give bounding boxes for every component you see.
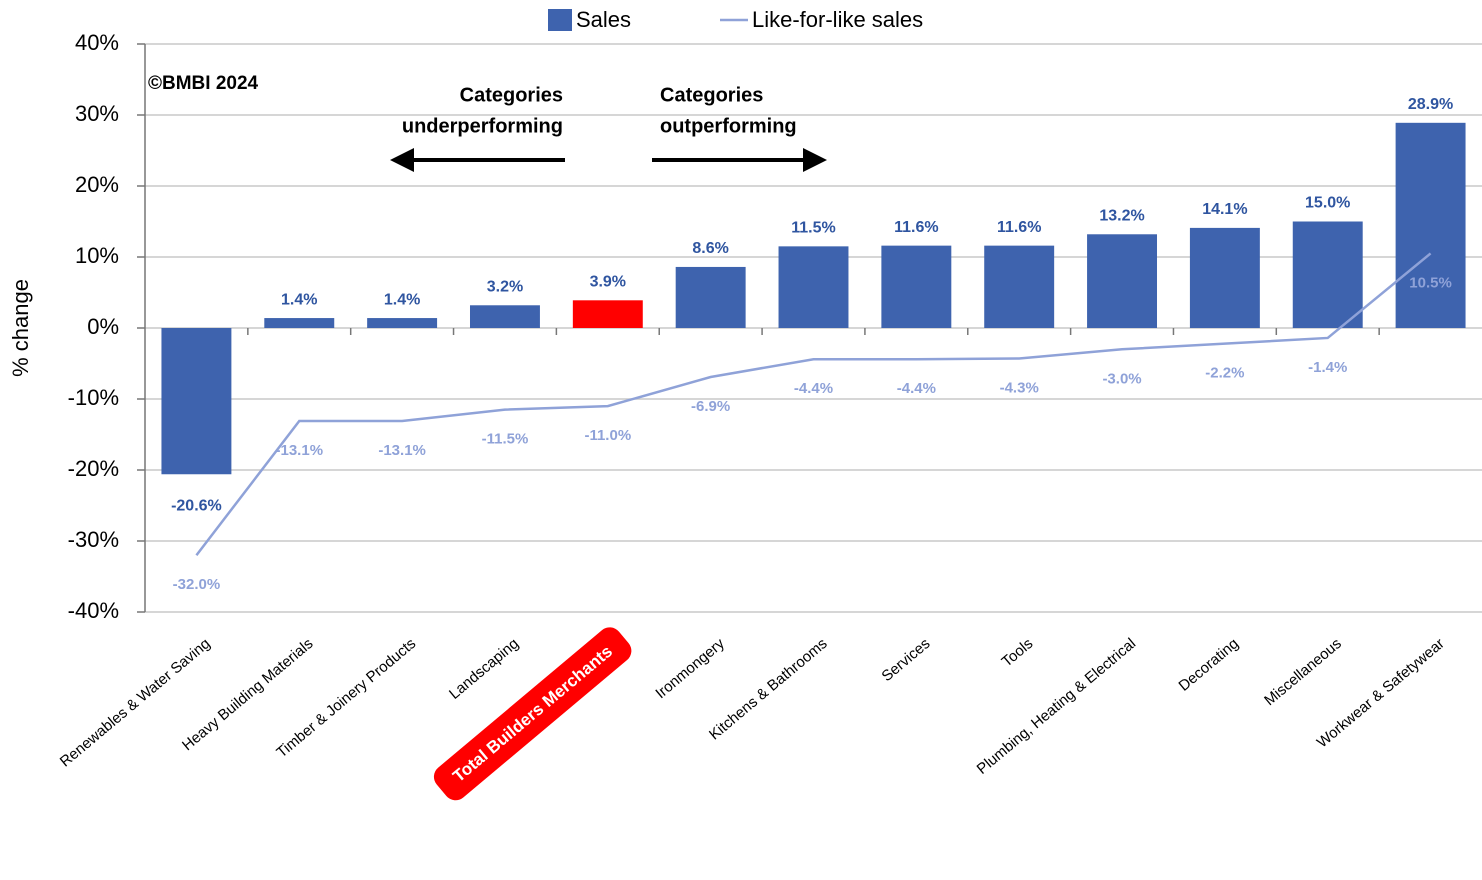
line-value-label: -4.3% <box>1000 379 1039 396</box>
x-tick-group: Landscaping <box>446 635 522 703</box>
bar <box>572 300 643 328</box>
line-value-label: -4.4% <box>794 380 833 397</box>
bar <box>675 266 746 328</box>
annotation: ©BMBI 2024 <box>148 73 259 94</box>
bar-value-label: 1.4% <box>384 291 420 308</box>
bar-value-label: 11.5% <box>791 220 835 237</box>
line-value-label: -32.0% <box>173 576 221 593</box>
line-value-label: -2.2% <box>1205 365 1244 382</box>
line-value-label: 10.5% <box>1409 274 1452 291</box>
legend-label: Sales <box>576 7 631 32</box>
bar <box>367 318 438 328</box>
bar-value-label: 3.2% <box>487 278 523 295</box>
x-tick-group: Kitchens & Bathrooms <box>706 635 831 743</box>
bar <box>1189 227 1260 328</box>
x-tick-group: Total Builders Merchants <box>433 627 632 801</box>
x-tick-label: Kitchens & Bathrooms <box>706 635 831 743</box>
bar <box>469 305 540 328</box>
line-value-label: -1.4% <box>1308 359 1347 376</box>
x-tick-group: Services <box>878 635 933 685</box>
bar-value-label: 28.9% <box>1408 96 1453 113</box>
bar-value-label: 11.6% <box>997 219 1041 236</box>
y-tick-label: 0% <box>87 314 119 339</box>
bar-value-label: 8.6% <box>692 240 728 257</box>
line-value-label: -13.1% <box>378 442 426 459</box>
x-tick-group: Tools <box>999 635 1037 671</box>
bar <box>1292 221 1363 328</box>
y-tick-label: 40% <box>75 30 119 55</box>
x-tick-label: Miscellaneous <box>1261 635 1345 709</box>
bar <box>778 246 849 328</box>
line-value-label: -11.0% <box>584 427 631 444</box>
bar-value-label: 3.9% <box>590 274 626 291</box>
x-tick-label: Decorating <box>1176 635 1243 695</box>
x-tick-label: Tools <box>999 635 1037 671</box>
line-value-label: -11.5% <box>482 431 529 448</box>
annotation: outperforming <box>660 115 797 137</box>
y-tick-label: -40% <box>68 598 119 623</box>
bar-value-label: 11.6% <box>894 219 938 236</box>
y-tick-label: 30% <box>75 101 119 126</box>
line-value-label: -13.1% <box>276 442 324 459</box>
bar <box>161 328 232 475</box>
line-value-label: -6.9% <box>691 398 730 415</box>
x-tick-group: Decorating <box>1176 635 1243 695</box>
y-tick-label: 20% <box>75 172 119 197</box>
bar-value-label: 14.1% <box>1202 201 1247 218</box>
bar-value-label: 13.2% <box>1099 207 1144 224</box>
x-tick-label: Ironmongery <box>652 635 728 702</box>
line-value-label: -3.0% <box>1102 370 1141 387</box>
bar-value-label: 1.4% <box>281 291 317 308</box>
annotation: Categories <box>460 84 563 106</box>
bar <box>264 318 335 328</box>
y-axis-label: % change <box>8 279 33 377</box>
bar <box>881 245 952 328</box>
line-value-label: -4.4% <box>897 380 936 397</box>
x-tick-label: Services <box>878 635 933 685</box>
x-tick-group: Ironmongery <box>652 635 728 702</box>
legend-swatch <box>548 9 572 31</box>
bar-value-label: -20.6% <box>171 497 222 514</box>
y-tick-label: -20% <box>68 456 119 481</box>
bar <box>1395 122 1466 328</box>
annotation: underperforming <box>402 115 563 137</box>
x-tick-group: Miscellaneous <box>1261 635 1345 709</box>
highlight-box <box>433 627 632 801</box>
y-tick-label: 10% <box>75 243 119 268</box>
annotation: Categories <box>660 84 763 106</box>
line <box>195 252 1432 556</box>
bar <box>984 245 1055 328</box>
bar <box>1087 234 1158 328</box>
x-tick-label: Landscaping <box>446 635 522 703</box>
y-tick-label: -10% <box>68 385 119 410</box>
legend-label: Like-for-like sales <box>752 7 923 32</box>
y-tick-label: -30% <box>68 527 119 552</box>
x-tick-label: Total Builders Merchants <box>449 642 616 786</box>
bar-value-label: 15.0% <box>1305 195 1350 212</box>
